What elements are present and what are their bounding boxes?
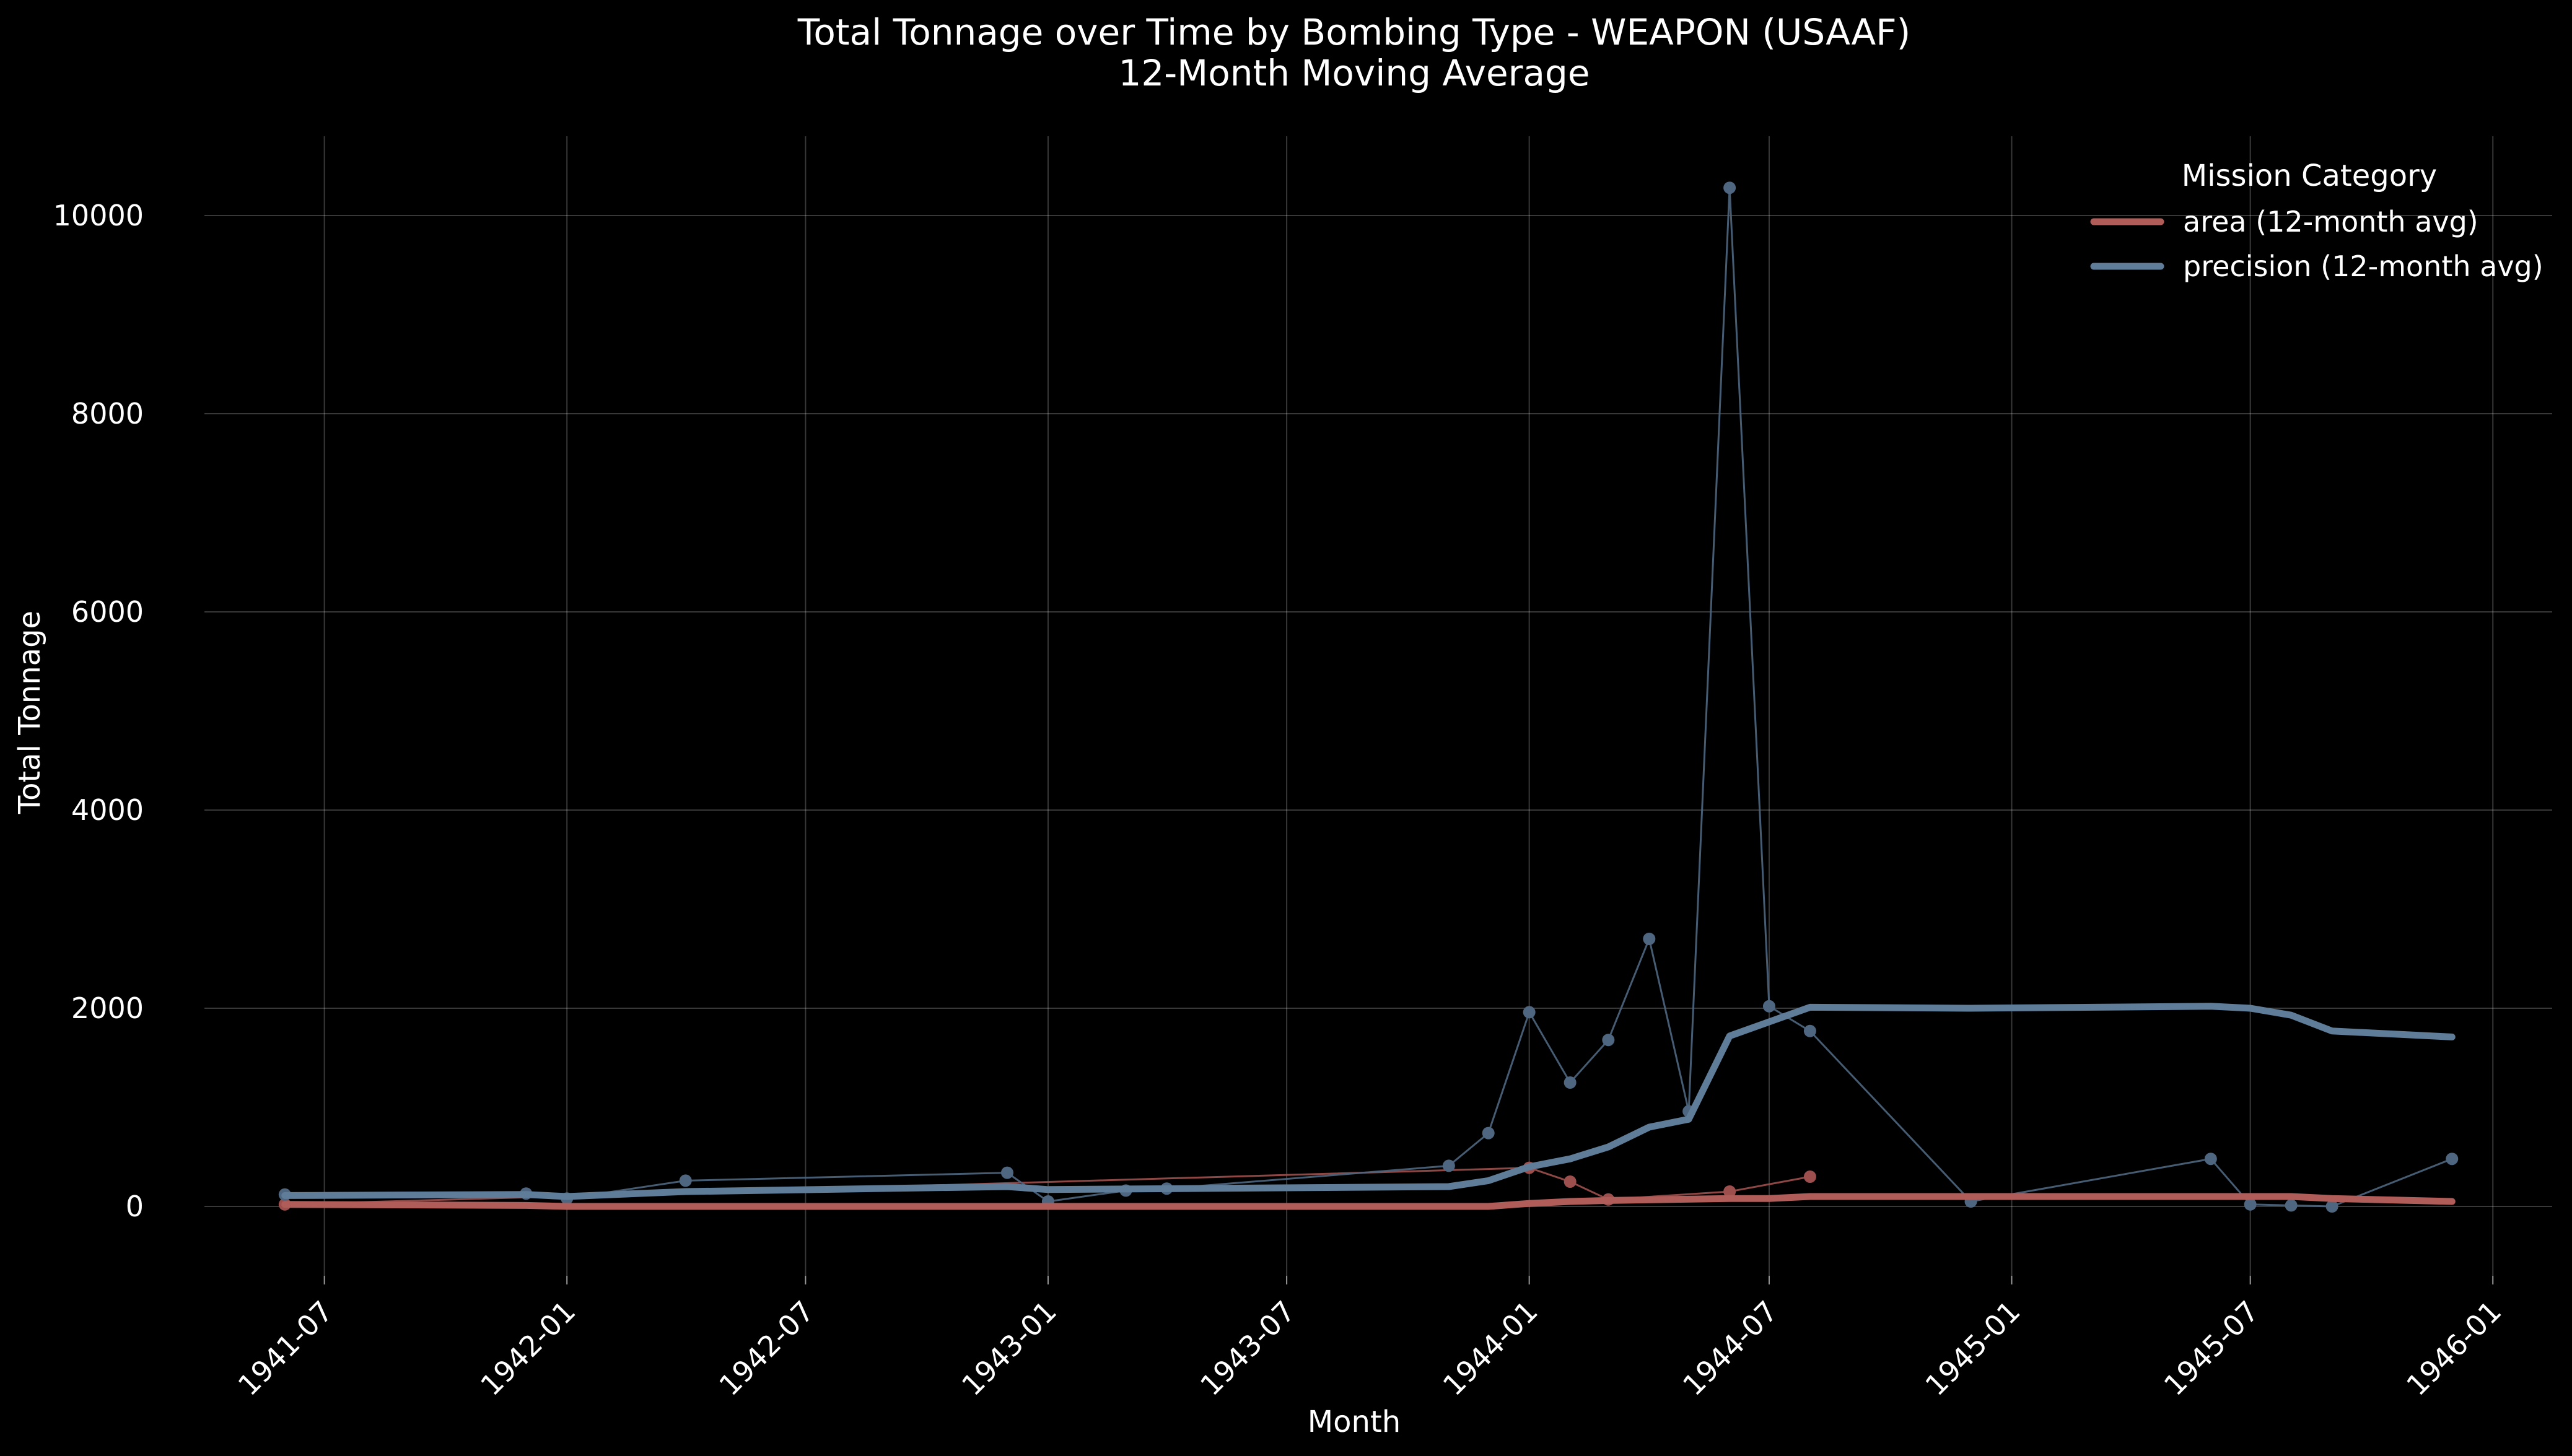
raw-series-line — [284, 1167, 1811, 1206]
data-point — [2244, 1198, 2257, 1211]
y-tick-label: 8000 — [71, 397, 144, 430]
plot-area — [278, 181, 2459, 1213]
y-tick-label: 0 — [126, 1190, 144, 1223]
data-point — [1643, 933, 1656, 945]
legend: Mission Category area (12-month avg) prec… — [2090, 159, 2544, 283]
y-tick-label: 10000 — [53, 199, 144, 232]
avg-series-line — [281, 1003, 2456, 1200]
data-point — [1000, 1166, 1013, 1179]
x-tick-label: 1943-07 — [1194, 1294, 1301, 1402]
y-tick-label: 4000 — [71, 793, 144, 827]
data-point — [2204, 1153, 2217, 1166]
y-tick-label: 6000 — [71, 595, 144, 629]
legend-label: area (12-month avg) — [2183, 205, 2478, 238]
avg-series-line — [281, 1193, 2456, 1210]
x-tick-label: 1942-01 — [474, 1294, 582, 1402]
raw-series-line — [284, 188, 2452, 1208]
data-point — [1564, 1175, 1577, 1188]
x-tick-label: 1946-01 — [2400, 1294, 2508, 1402]
data-point — [1602, 1034, 1615, 1047]
data-point — [1803, 1170, 1816, 1183]
x-tick-label: 1945-07 — [2158, 1294, 2265, 1402]
x-axis-label: Month — [1308, 1405, 1401, 1439]
grid — [204, 136, 2552, 1276]
data-point — [2285, 1199, 2298, 1212]
data-point — [679, 1174, 692, 1187]
legend-label: precision (12-month avg) — [2183, 250, 2544, 283]
y-tick-label: 2000 — [71, 992, 144, 1025]
data-point — [2325, 1200, 2338, 1213]
data-point — [1723, 1185, 1736, 1198]
x-tick-label: 1944-07 — [1676, 1294, 1784, 1402]
data-point — [1723, 181, 1736, 194]
data-point — [2446, 1153, 2459, 1166]
x-tick-label: 1945-01 — [1919, 1294, 2027, 1402]
data-point — [1482, 1127, 1495, 1140]
axes: 1941-07 1942-01 1942-07 1943-01 1943-07 1944-… — [53, 199, 2508, 1402]
chart-subtitle: 12-Month Moving Average — [1118, 52, 1590, 94]
legend-title: Mission Category — [2182, 159, 2437, 193]
data-point — [1442, 1159, 1455, 1172]
y-axis-label: Total Tonnage — [12, 611, 47, 814]
x-tick-label: 1941-07 — [232, 1294, 339, 1402]
data-point — [1564, 1076, 1577, 1089]
chart-title: Total Tonnage over Time by Bombing Type … — [797, 11, 1910, 53]
data-point — [1523, 1006, 1536, 1019]
data-point — [1762, 1000, 1775, 1013]
data-point — [1803, 1024, 1816, 1037]
x-tick-label: 1943-01 — [955, 1294, 1063, 1402]
x-tick-label: 1944-01 — [1437, 1294, 1544, 1402]
x-tick-label: 1942-07 — [712, 1294, 820, 1402]
